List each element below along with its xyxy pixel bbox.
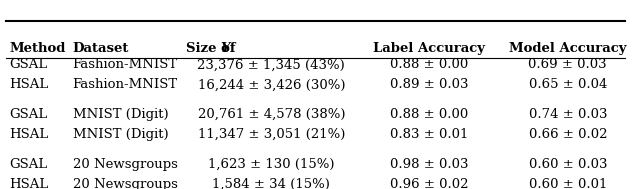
Text: Method: Method	[10, 42, 66, 55]
Text: Dataset: Dataset	[72, 42, 129, 55]
Text: MNIST (Digit): MNIST (Digit)	[72, 108, 168, 121]
Text: Model Accuracy: Model Accuracy	[509, 42, 627, 55]
Text: 0.65 ± 0.04: 0.65 ± 0.04	[529, 78, 607, 91]
Text: 0.74 ± 0.03: 0.74 ± 0.03	[529, 108, 607, 121]
Text: 23,376 ± 1,345 (43%): 23,376 ± 1,345 (43%)	[197, 58, 345, 71]
Text: 20 Newsgroups: 20 Newsgroups	[72, 158, 177, 171]
Text: 0.88 ± 0.00: 0.88 ± 0.00	[390, 58, 468, 71]
Text: Label Accuracy: Label Accuracy	[373, 42, 485, 55]
Text: GSAL: GSAL	[10, 108, 48, 121]
Text: GSAL: GSAL	[10, 58, 48, 71]
Text: Y: Y	[221, 42, 230, 55]
Text: 0.98 ± 0.03: 0.98 ± 0.03	[390, 158, 468, 171]
Text: 0.60 ± 0.01: 0.60 ± 0.01	[529, 178, 607, 189]
Text: 0.88 ± 0.00: 0.88 ± 0.00	[390, 108, 468, 121]
Text: 20,761 ± 4,578 (38%): 20,761 ± 4,578 (38%)	[198, 108, 345, 121]
Text: 20 Newsgroups: 20 Newsgroups	[72, 178, 177, 189]
Text: MNIST (Digit): MNIST (Digit)	[72, 128, 168, 141]
Text: 0.66 ± 0.02: 0.66 ± 0.02	[529, 128, 607, 141]
Text: 16,244 ± 3,426 (30%): 16,244 ± 3,426 (30%)	[198, 78, 345, 91]
Text: HSAL: HSAL	[10, 178, 49, 189]
Text: 0.83 ± 0.01: 0.83 ± 0.01	[390, 128, 468, 141]
Text: GSAL: GSAL	[10, 158, 48, 171]
Text: HSAL: HSAL	[10, 128, 49, 141]
Text: Fashion-MNIST: Fashion-MNIST	[72, 78, 178, 91]
Text: Fashion-MNIST: Fashion-MNIST	[72, 58, 178, 71]
Text: HSAL: HSAL	[10, 78, 49, 91]
Text: Size of: Size of	[186, 42, 240, 55]
Text: 0.96 ± 0.02: 0.96 ± 0.02	[390, 178, 468, 189]
Text: 0.60 ± 0.03: 0.60 ± 0.03	[529, 158, 607, 171]
Text: 0.69 ± 0.03: 0.69 ± 0.03	[529, 58, 607, 71]
Text: 11,347 ± 3,051 (21%): 11,347 ± 3,051 (21%)	[198, 128, 345, 141]
Text: 0.89 ± 0.03: 0.89 ± 0.03	[390, 78, 468, 91]
Text: 1,623 ± 130 (15%): 1,623 ± 130 (15%)	[208, 158, 335, 171]
Text: 1,584 ± 34 (15%): 1,584 ± 34 (15%)	[212, 178, 330, 189]
